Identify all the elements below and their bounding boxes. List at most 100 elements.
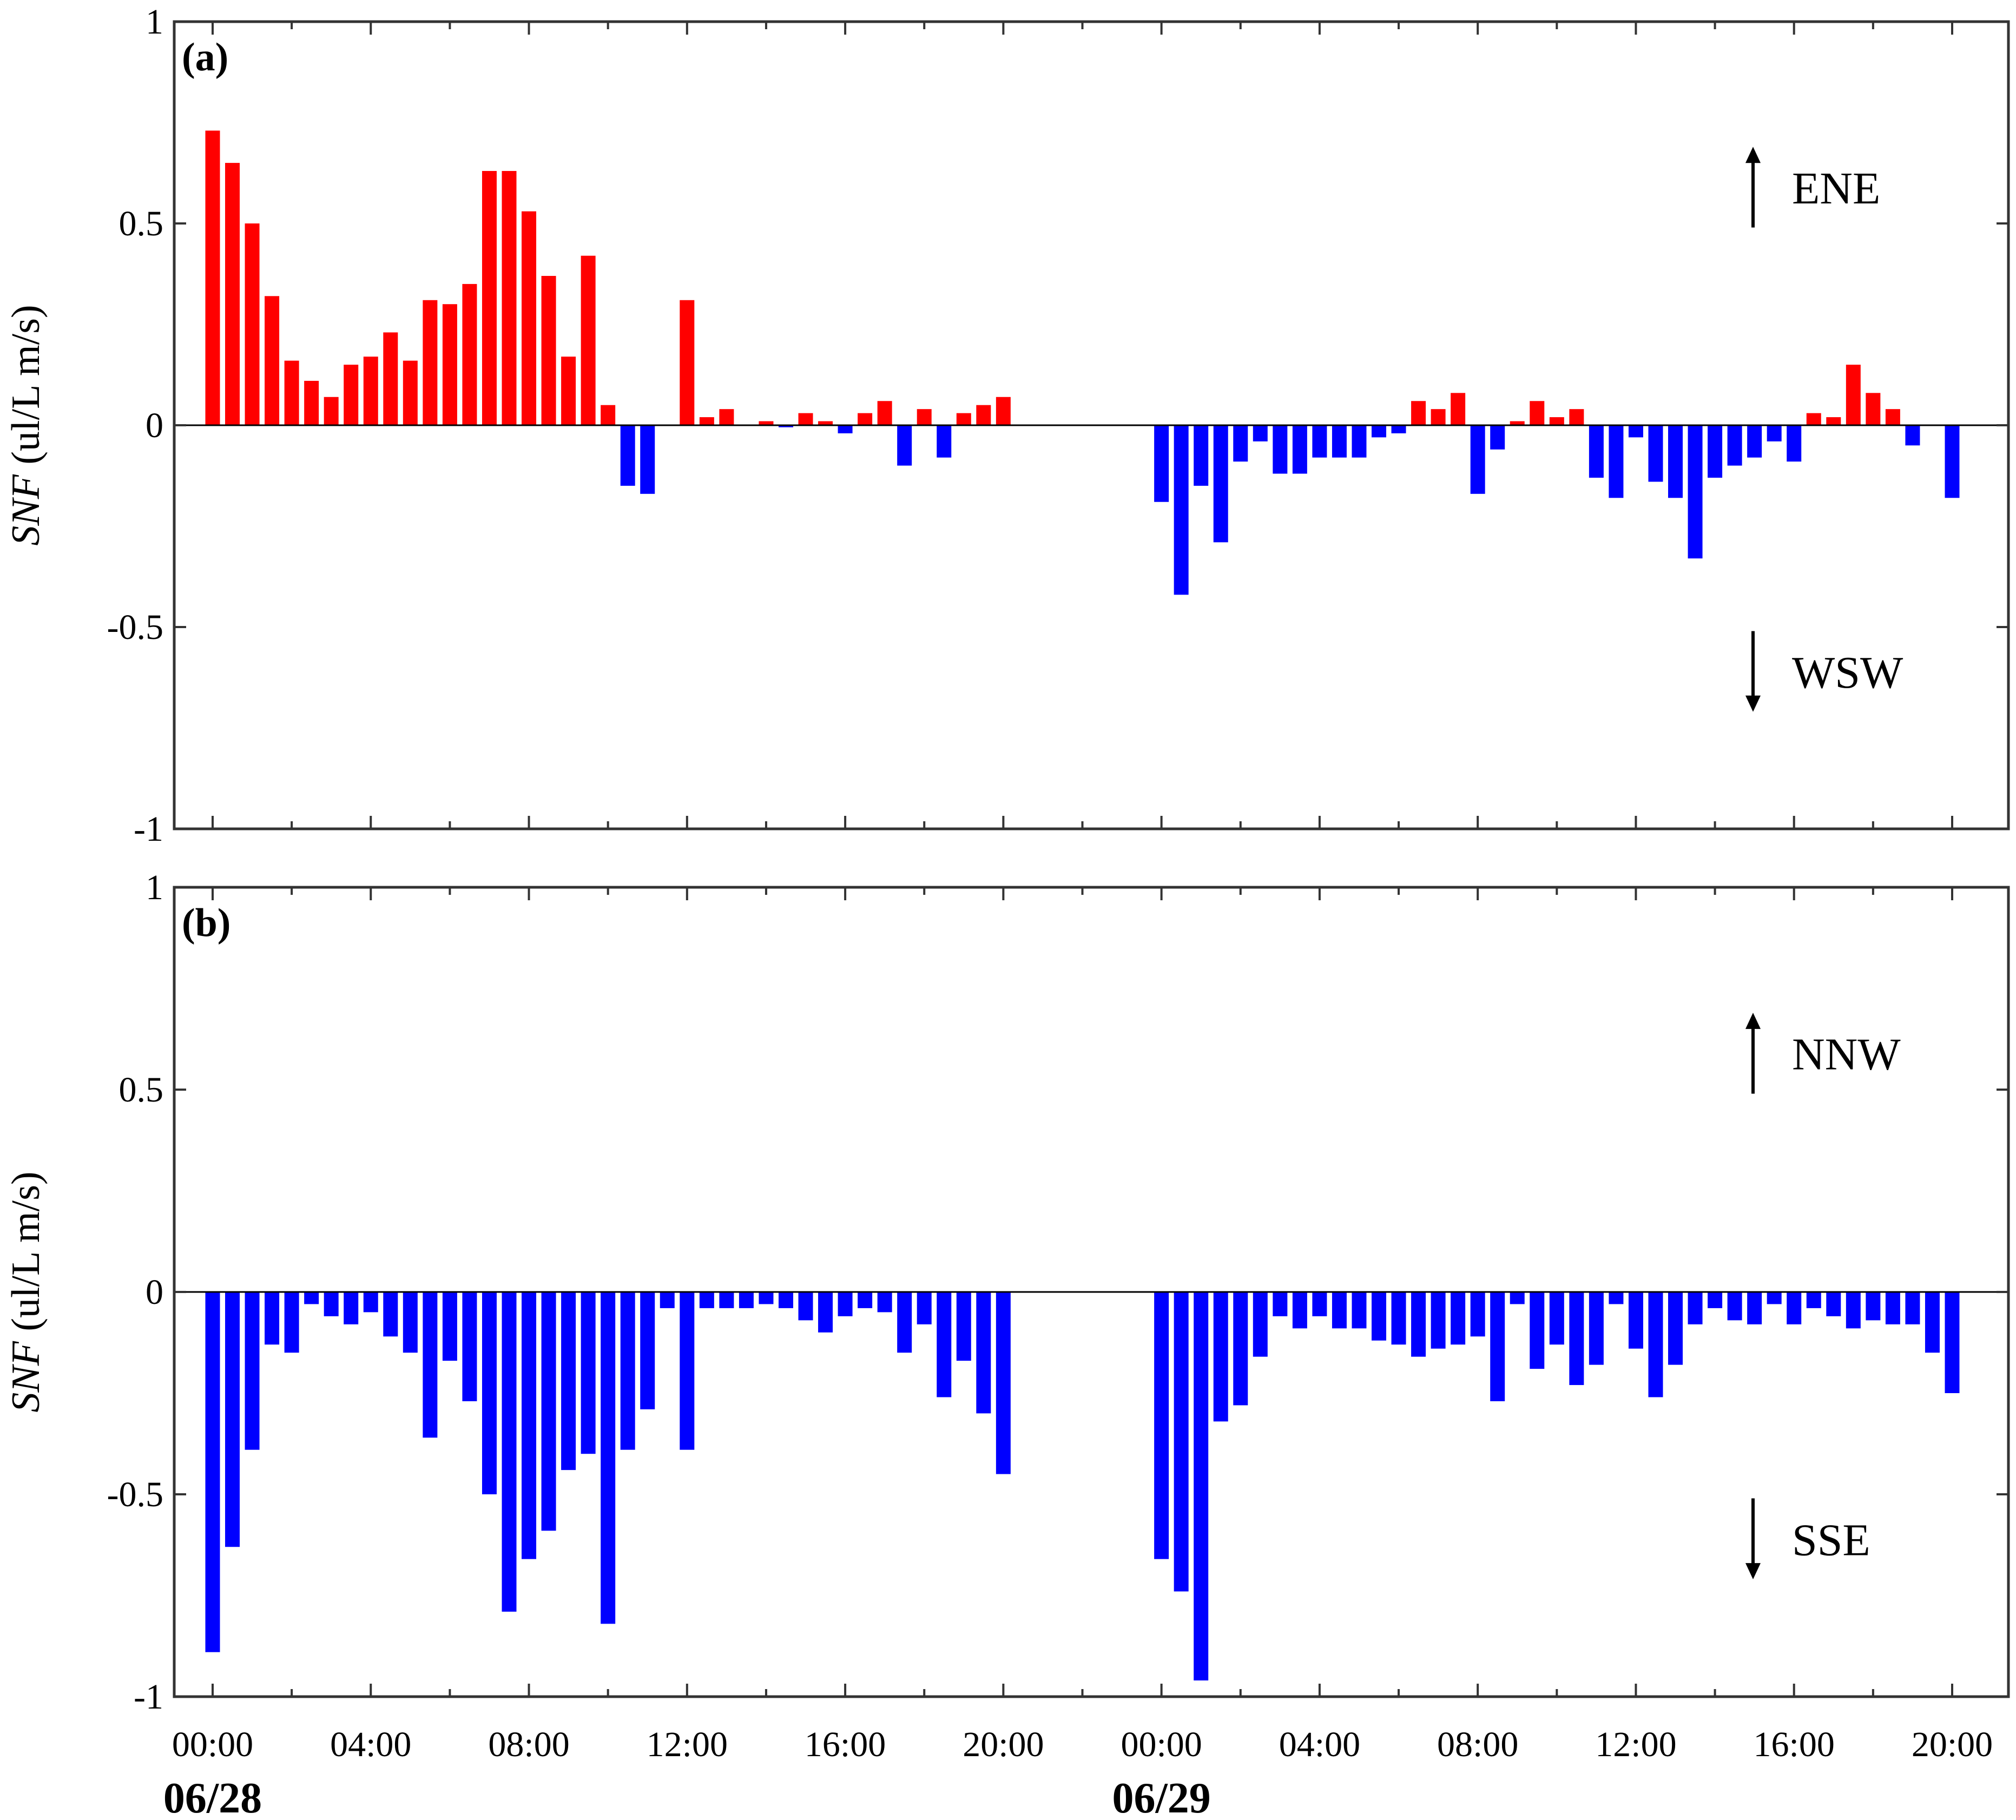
bar-day2-13 <box>1411 1292 1426 1357</box>
bar-day2-8 <box>1312 425 1327 458</box>
bar-day1-13 <box>462 283 477 425</box>
bar-day2-25 <box>1648 1292 1663 1397</box>
bar-day1-27 <box>739 1292 754 1308</box>
bar-day2-5 <box>1253 1292 1268 1357</box>
bar-day1-22 <box>640 425 655 494</box>
y-tick-label: -0.5 <box>107 608 163 647</box>
bar-day2-23 <box>1609 1292 1624 1304</box>
bar-day2-8 <box>1312 1292 1327 1316</box>
bar-day2-14 <box>1431 1292 1446 1349</box>
bar-day2-28 <box>1708 425 1723 478</box>
bar-day1-28 <box>759 421 774 425</box>
arrow-up-head-icon <box>1745 1012 1761 1029</box>
bar-day1-8 <box>363 1292 378 1313</box>
bar-day2-15 <box>1451 393 1466 425</box>
x-tick-label: 20:00 <box>1912 1725 1993 1764</box>
bar-day1-18 <box>561 1292 576 1470</box>
bar-day1-1 <box>225 1292 240 1547</box>
bar-day2-11 <box>1372 1292 1387 1341</box>
y-axis-label: SNF (ul/L m/s) <box>4 1171 48 1412</box>
bar-day1-5 <box>304 380 319 425</box>
bar-day2-7 <box>1292 425 1307 474</box>
bar-day1-24 <box>680 300 695 425</box>
bar-day2-6 <box>1273 425 1288 474</box>
x-tick-label: 12:00 <box>1595 1725 1676 1764</box>
bar-day2-40 <box>1945 1292 1960 1393</box>
bar-day2-21 <box>1569 409 1584 425</box>
bar-day2-0 <box>1154 1292 1169 1559</box>
bar-day1-12 <box>442 304 457 425</box>
bar-day2-24 <box>1628 1292 1643 1349</box>
bar-day2-28 <box>1708 1292 1723 1308</box>
bar-day1-13 <box>462 1292 477 1401</box>
bar-day2-6 <box>1273 1292 1288 1316</box>
bar-day2-3 <box>1213 1292 1228 1422</box>
panel-b: 1 0.5 0 -0.5 -1 SNF (ul/L m/s) (b) NNW SSE <box>4 868 2010 1717</box>
bar-day1-14 <box>482 1292 497 1494</box>
bar-day2-1 <box>1174 1292 1189 1592</box>
bar-day2-12 <box>1391 425 1406 433</box>
bar-day1-35 <box>897 425 912 466</box>
bar-day2-4 <box>1233 1292 1248 1406</box>
bar-day2-17 <box>1490 1292 1505 1401</box>
bar-day2-35 <box>1846 1292 1861 1329</box>
y-tick-label: -0.5 <box>107 1475 163 1514</box>
bar-day2-16 <box>1470 425 1485 494</box>
bar-day2-34 <box>1826 417 1841 425</box>
bar-day1-36 <box>917 409 932 425</box>
bar-day1-19 <box>581 255 596 425</box>
bar-day1-10 <box>403 1292 418 1353</box>
bar-day2-37 <box>1885 1292 1900 1324</box>
bar-day1-39 <box>976 405 991 425</box>
bar-day2-4 <box>1233 425 1248 462</box>
bar-day1-10 <box>403 360 418 425</box>
bar-day1-9 <box>383 332 398 425</box>
bar-day1-25 <box>699 1292 714 1308</box>
date-label: 06/29 <box>1112 1775 1211 1820</box>
bar-day1-38 <box>956 1292 971 1361</box>
bar-day2-24 <box>1628 425 1643 438</box>
bar-day1-15 <box>502 171 517 425</box>
bar-day1-34 <box>877 1292 892 1313</box>
x-tick-label: 08:00 <box>488 1725 569 1764</box>
bar-day2-33 <box>1806 413 1821 425</box>
bar-day2-32 <box>1787 1292 1802 1324</box>
bar-day2-9 <box>1332 425 1347 458</box>
bar-day1-34 <box>877 401 892 425</box>
y-tick-label: 0 <box>146 406 163 445</box>
bar-day1-2 <box>245 223 260 425</box>
bar-day1-3 <box>265 296 280 425</box>
y-tick-label: 1 <box>146 2 163 42</box>
bar-day1-0 <box>205 130 220 426</box>
direction-down-label: SSE <box>1792 1515 1870 1565</box>
y-tick-label: -1 <box>134 1677 163 1717</box>
bar-day1-25 <box>699 417 714 425</box>
y-axis-label: SNF (ul/L m/s) <box>4 305 48 545</box>
bar-day1-32 <box>838 425 853 433</box>
bar-day2-2 <box>1194 1292 1209 1681</box>
bar-day1-7 <box>344 365 359 425</box>
bar-day1-29 <box>778 1292 793 1308</box>
direction-up-label: ENE <box>1792 163 1880 214</box>
bar-day2-39 <box>1925 1292 1940 1353</box>
bar-day2-11 <box>1372 425 1387 438</box>
x-tick-label: 20:00 <box>963 1725 1044 1764</box>
bar-day2-23 <box>1609 425 1624 498</box>
bar-day2-10 <box>1352 1292 1367 1329</box>
bar-day2-32 <box>1787 425 1802 462</box>
bar-day1-18 <box>561 357 576 425</box>
bar-day2-7 <box>1292 1292 1307 1329</box>
bar-day1-37 <box>937 1292 952 1397</box>
x-tick-label: 00:00 <box>172 1725 253 1764</box>
bar-day2-12 <box>1391 1292 1406 1345</box>
bar-day2-20 <box>1549 1292 1564 1345</box>
bar-day1-4 <box>284 1292 299 1353</box>
bar-day2-0 <box>1154 425 1169 502</box>
bar-day2-13 <box>1411 401 1426 425</box>
bar-day2-29 <box>1727 1292 1742 1321</box>
x-tick-label: 04:00 <box>1279 1725 1360 1764</box>
bar-day2-26 <box>1668 1292 1683 1365</box>
shared-x-axis-labels: 00:00 04:00 08:00 12:00 16:00 20:00 00:00 04:00… <box>163 1725 1993 1820</box>
bar-day1-26 <box>719 409 734 425</box>
